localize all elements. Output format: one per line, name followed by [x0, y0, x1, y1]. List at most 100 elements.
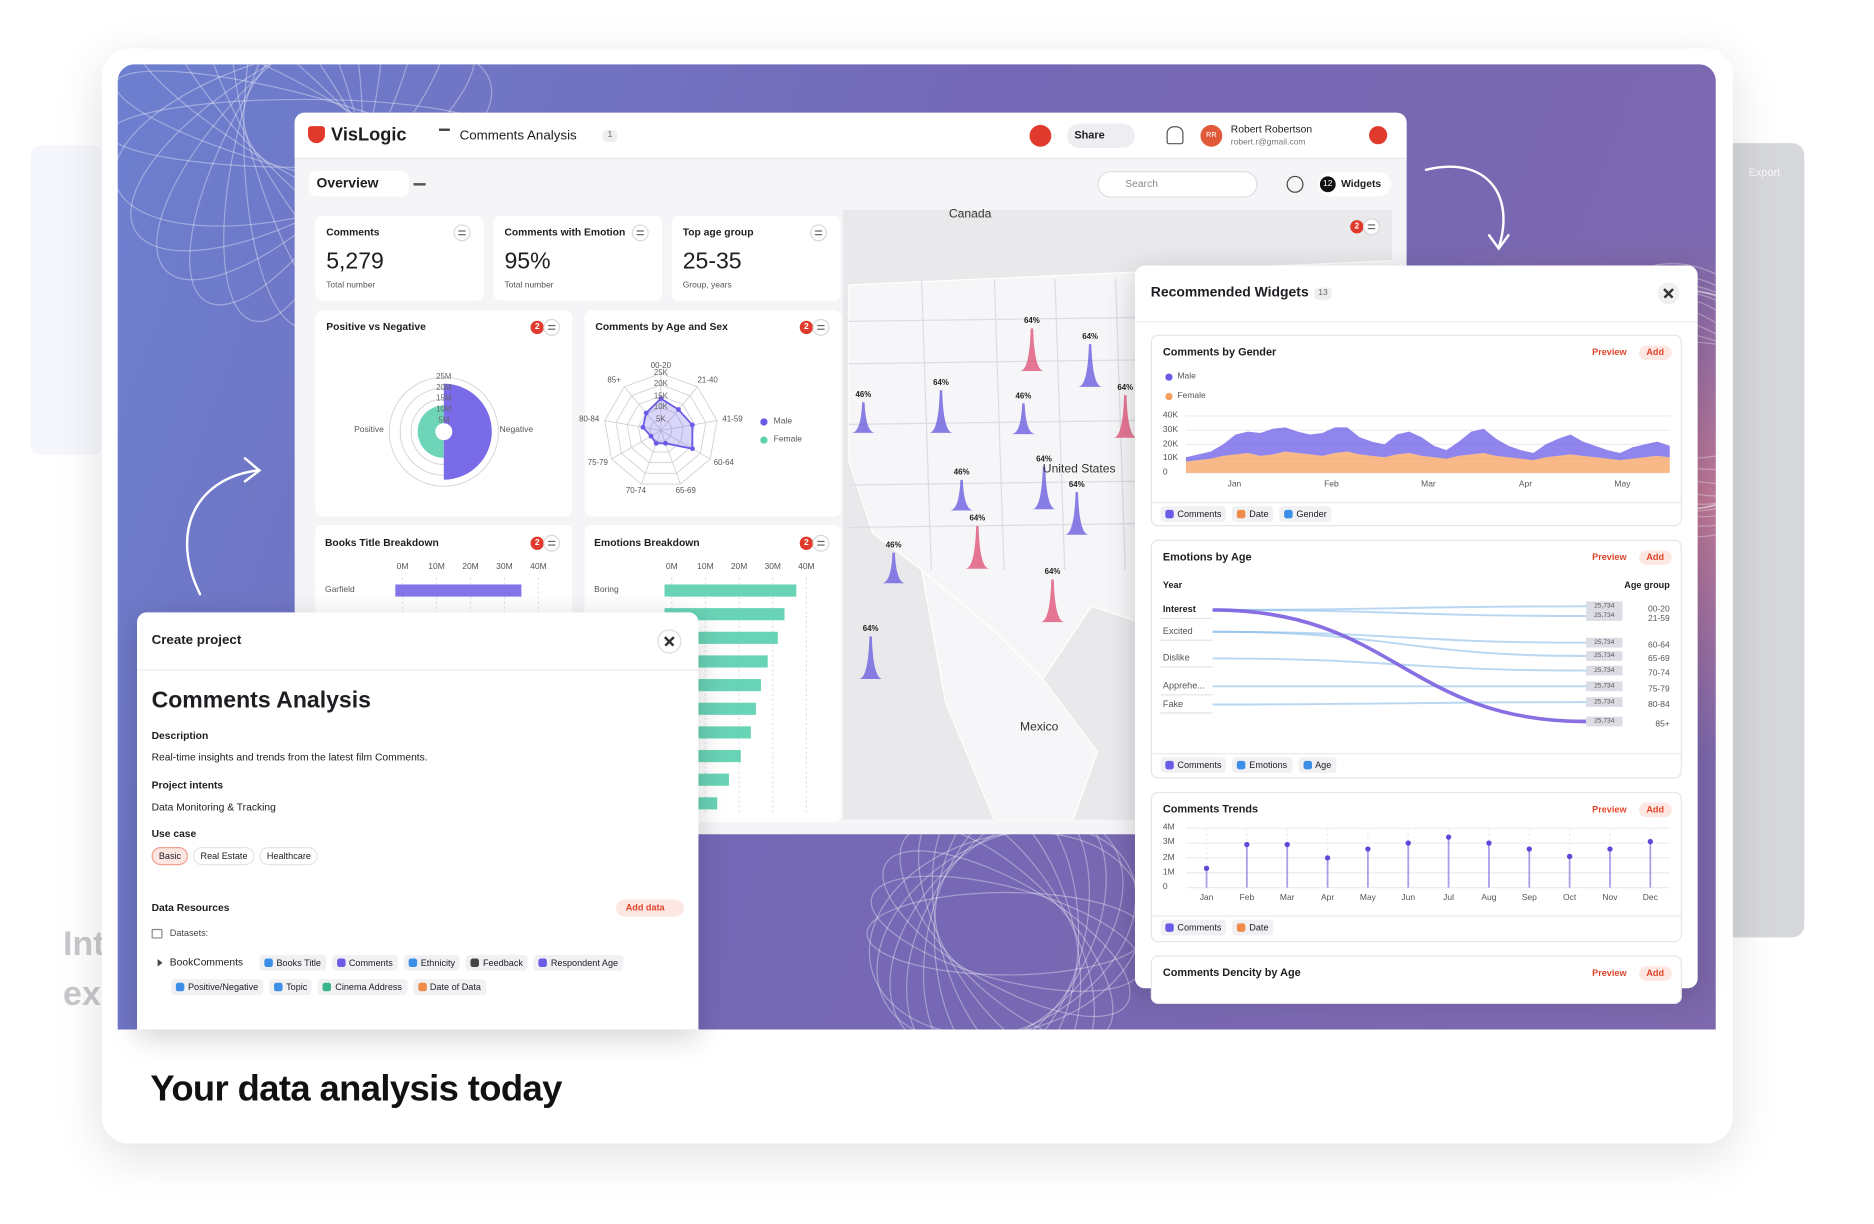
preview-link[interactable]: Preview: [1592, 967, 1627, 979]
share-button[interactable]: [1067, 123, 1135, 148]
filter-glyph: [817, 540, 825, 543]
tag-chip: Respondent Age: [533, 954, 623, 971]
tab-label[interactable]: Overview: [316, 176, 379, 192]
legend-dot: [1165, 392, 1173, 401]
filter-button[interactable]: [631, 224, 649, 242]
filter-button[interactable]: [810, 224, 827, 242]
flow-value-label: 25,734: [1594, 612, 1615, 620]
filter-glyph: [636, 230, 644, 232]
filter-button[interactable]: [543, 534, 561, 552]
action-icon[interactable]: [1029, 124, 1052, 147]
badge: 2: [530, 320, 544, 335]
filter-button[interactable]: [453, 224, 471, 242]
widget-title: Books Title Breakdown: [324, 536, 439, 549]
filter-glyph: [548, 324, 556, 327]
add-button[interactable]: Add: [1639, 550, 1672, 566]
ring-grid: [649, 418, 673, 442]
back-arrow-breadcrumb[interactable]: Comments Analysis: [459, 128, 577, 144]
peak-label: 46%: [855, 390, 872, 400]
tag-chip: Date: [1232, 919, 1274, 936]
ghost-text: Int: [63, 924, 105, 963]
flow-value-label: 25,734: [1594, 682, 1615, 690]
point: [1607, 846, 1613, 852]
close-button[interactable]: [657, 629, 682, 654]
tag-label: Comments: [1177, 759, 1222, 771]
axis-label: 65-69: [675, 486, 696, 496]
tag-label: Respondent Age: [550, 957, 619, 969]
badge: 2: [1350, 220, 1364, 234]
x-tick-label: 30M: [496, 562, 513, 572]
flow-value-label: 25,734: [1594, 698, 1615, 706]
tag-label: Date: [1249, 922, 1269, 934]
widget-title: Comments by Gender: [1162, 345, 1277, 358]
ring-label: 10K: [653, 403, 668, 412]
target-label: 70-74: [1648, 669, 1670, 679]
radar-point: [690, 446, 695, 452]
y-tick-label: 40K: [1162, 411, 1179, 420]
filter-button[interactable]: [812, 534, 830, 552]
tag-icon: [1284, 509, 1293, 519]
x-tick-label: 10M: [428, 562, 445, 572]
bell-icon[interactable]: [1166, 126, 1184, 145]
density-peak: [1064, 492, 1089, 535]
state-border: [920, 278, 932, 570]
flow-value-label: 25,734: [1594, 666, 1615, 675]
kpi-value: 5,279: [326, 249, 384, 275]
usecase-chip[interactable]: Basic: [151, 847, 189, 866]
field-value: Real-time insights and trends from the l…: [151, 750, 428, 764]
kpi-value: 25-35: [682, 249, 742, 275]
y-tick-label: 3M: [1162, 838, 1175, 847]
ring-label: 5K: [656, 414, 666, 424]
axis-label: 75-79: [587, 458, 608, 467]
density-peak: [949, 479, 974, 511]
flow-value-label: 25,734: [1594, 602, 1615, 610]
bar: [664, 584, 797, 597]
density-peak: [1031, 466, 1057, 510]
filter-button[interactable]: [1362, 218, 1380, 236]
density-peak: [851, 402, 876, 433]
badge: 2: [530, 536, 544, 550]
peak-label: 64%: [1036, 454, 1052, 464]
legend-dot: [1165, 373, 1173, 381]
tag-row: Comments Date Gender: [1160, 506, 1337, 523]
panel-count: 13: [1314, 287, 1332, 300]
expand-glyph: [157, 959, 163, 967]
preview-link[interactable]: Preview: [1592, 803, 1627, 815]
tag-label: Feedback: [482, 957, 523, 969]
axis-line: [640, 430, 662, 485]
add-button[interactable]: Add: [1639, 802, 1672, 818]
x-tick-label: Aug: [1481, 893, 1497, 903]
wire-line: [889, 816, 1124, 1030]
filter-button[interactable]: [543, 318, 561, 336]
target-node: [1586, 601, 1623, 612]
ring-label: 15M: [436, 394, 452, 404]
point: [1284, 841, 1290, 848]
datasets-label: Datasets:: [169, 927, 209, 939]
density-peak: [1113, 395, 1138, 438]
target-label: 65-69: [1648, 654, 1670, 664]
target-node: [1586, 637, 1623, 648]
peak-label: 64%: [862, 624, 879, 634]
tag-icon: [470, 958, 480, 968]
tag-label: Books Title: [276, 957, 321, 969]
peak-label: 64%: [1024, 316, 1040, 326]
flow: [1212, 608, 1587, 617]
usecase-chip[interactable]: Healthcare: [259, 847, 319, 866]
settings-icon[interactable]: [1286, 175, 1304, 193]
x-tick-label: Jan: [1199, 893, 1214, 903]
y-tick-label: 2M: [1162, 853, 1175, 862]
tag-label: Date of Data: [429, 981, 481, 993]
tag-label: Comments: [1177, 922, 1222, 934]
search-box[interactable]: [1097, 170, 1258, 198]
ring-label: 20K: [653, 380, 668, 390]
usecase-chip[interactable]: Real Estate: [193, 847, 255, 866]
preview-link[interactable]: Preview: [1592, 346, 1627, 358]
preview-link[interactable]: Preview: [1592, 551, 1627, 563]
filter-button[interactable]: [812, 318, 830, 336]
state-border: [993, 278, 1005, 570]
tag-icon: [1237, 509, 1246, 519]
add-button[interactable]: Add: [1639, 966, 1672, 982]
add-data-button[interactable]: Add data: [616, 899, 685, 917]
add-button[interactable]: Add: [1639, 345, 1672, 361]
category-label: Garfield: [324, 585, 355, 595]
